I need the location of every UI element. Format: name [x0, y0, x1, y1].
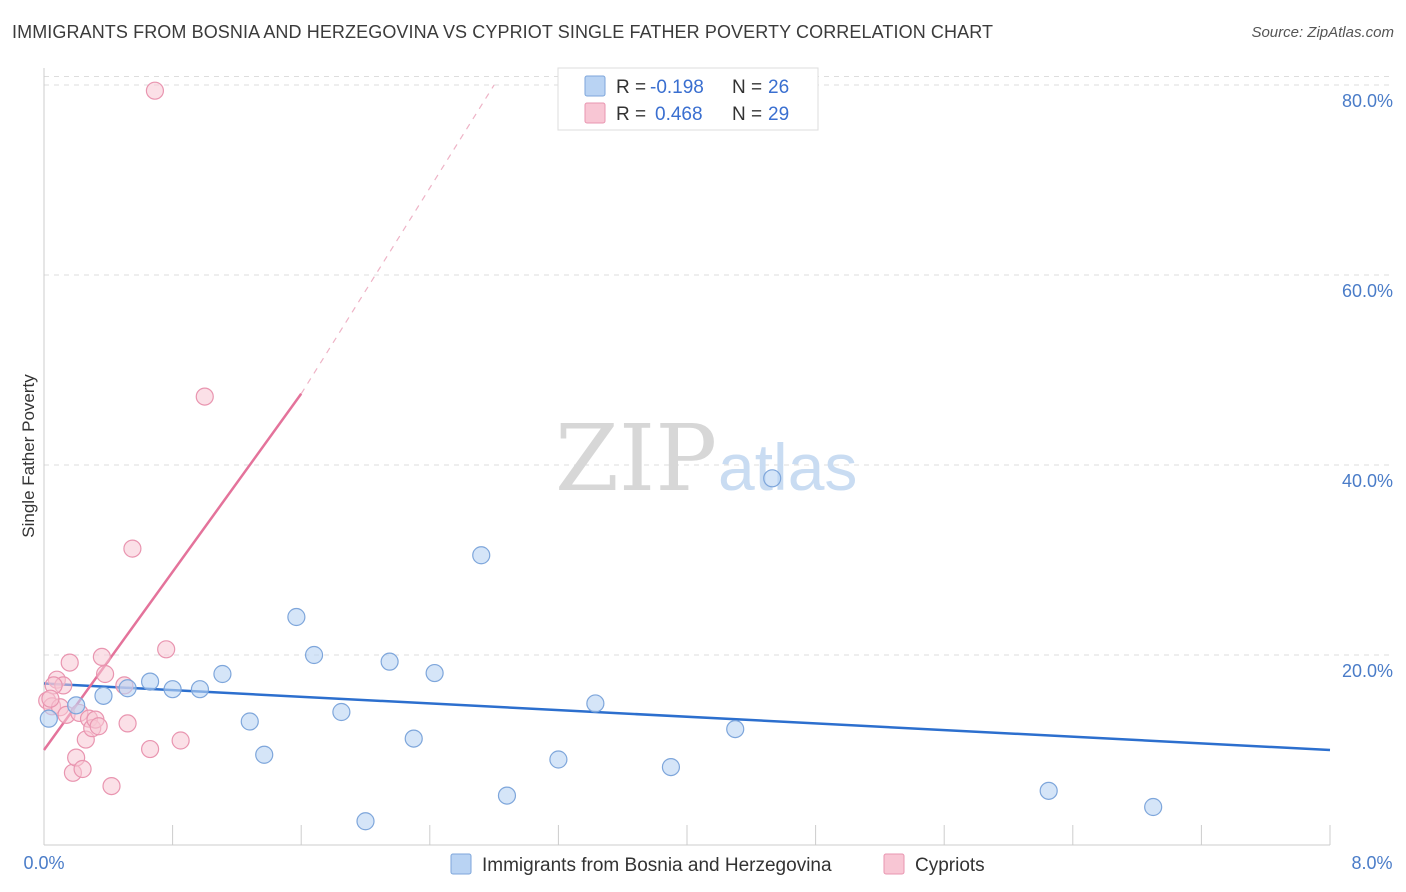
legend-r-value-1: -0.198	[650, 77, 704, 98]
point-bosnia-23	[763, 469, 782, 488]
y-tick-label-20: 20.0%	[1342, 661, 1393, 681]
legend-r-value-2: 0.468	[655, 104, 703, 125]
point-bosnia-11	[304, 645, 324, 665]
point-bosnia-12	[332, 702, 351, 722]
bottom-legend-swatch-pink	[883, 853, 905, 875]
point-bosnia-10	[287, 607, 306, 627]
point-bosnia-20	[586, 694, 605, 713]
point-bosnia-16	[425, 663, 444, 683]
legend: R = -0.198 N = 26 R = 0.468 N = 29	[557, 67, 819, 131]
bottom-legend-swatch-blue	[450, 853, 472, 875]
point-bosnia-14	[380, 652, 399, 671]
point-cypriots-22	[140, 739, 160, 759]
point-bosnia-4	[140, 672, 160, 691]
trend-line-cypriots-extension	[300, 84, 495, 395]
point-cypriots-6	[60, 653, 79, 672]
legend-swatch-pink	[584, 102, 606, 124]
watermark-atlas: atlas	[718, 430, 857, 504]
point-bosnia-2	[94, 686, 113, 705]
point-cypriots-28	[41, 689, 60, 708]
legend-r-label-1: R =	[616, 77, 646, 98]
point-bosnia-0	[39, 709, 58, 728]
data-points	[38, 81, 1163, 831]
x-tick-label-min: 0.0%	[23, 853, 64, 873]
watermark: ZIP atlas	[555, 405, 857, 512]
point-cypriots-23	[145, 81, 165, 100]
bottom-legend-label-bosnia: Immigrants from Bosnia and Herzegovina	[482, 855, 832, 876]
legend-n-label-2: N =	[732, 104, 762, 125]
legend-n-value-1: 26	[768, 77, 789, 98]
watermark-zip: ZIP	[555, 405, 717, 512]
x-tick-label-max: 8.0%	[1351, 853, 1392, 873]
trend-line-bosnia	[43, 682, 1331, 752]
point-cypriots-16	[92, 647, 111, 667]
point-cypriots-15	[89, 717, 108, 736]
y-tick-label-60: 60.0%	[1342, 281, 1393, 301]
point-bosnia-5	[163, 680, 182, 699]
bottom-legend: Immigrants from Bosnia and Herzegovina C…	[450, 853, 985, 876]
point-cypriots-21	[123, 539, 142, 558]
point-bosnia-6	[190, 680, 210, 699]
point-cypriots-26	[195, 387, 214, 406]
y-tick-labels: 20.0% 40.0% 60.0% 80.0%	[1342, 91, 1393, 681]
point-bosnia-13	[356, 812, 375, 831]
point-cypriots-20	[118, 714, 137, 733]
trend-line-cypriots	[42, 393, 303, 751]
point-cypriots-10	[73, 759, 92, 779]
point-bosnia-25	[1144, 797, 1163, 817]
point-bosnia-3	[118, 679, 137, 698]
point-cypriots-25	[171, 731, 190, 750]
y-tick-label-80: 80.0%	[1342, 91, 1393, 111]
trend-lines	[42, 84, 1331, 752]
point-bosnia-7	[213, 664, 232, 684]
legend-r-label-2: R =	[616, 104, 646, 125]
grid-lines	[44, 75, 1392, 656]
chart-title: IMMIGRANTS FROM BOSNIA AND HERZEGOVINA V…	[12, 22, 994, 42]
x-tick-marks	[43, 825, 1331, 845]
legend-swatch-blue	[584, 75, 606, 97]
point-bosnia-17	[472, 546, 491, 565]
point-bosnia-24	[1039, 781, 1058, 800]
legend-n-label-1: N =	[732, 77, 762, 98]
point-bosnia-8	[240, 712, 259, 731]
point-bosnia-21	[661, 757, 681, 777]
point-bosnia-22	[726, 719, 745, 739]
y-axis-label: Single Father Poverty	[19, 374, 38, 538]
point-bosnia-15	[404, 729, 423, 748]
point-cypriots-24	[157, 640, 176, 659]
bottom-legend-label-cypriots: Cypriots	[915, 855, 985, 876]
y-tick-label-40: 40.0%	[1342, 471, 1393, 491]
point-bosnia-19	[549, 750, 568, 769]
legend-n-value-2: 29	[768, 104, 789, 125]
point-cypriots-18	[102, 776, 121, 796]
point-cypriots-17	[95, 664, 115, 684]
point-bosnia-9	[255, 745, 274, 764]
source-credit: Source: ZipAtlas.com	[1251, 24, 1394, 41]
point-bosnia-18	[497, 786, 517, 805]
point-bosnia-1	[67, 696, 86, 715]
